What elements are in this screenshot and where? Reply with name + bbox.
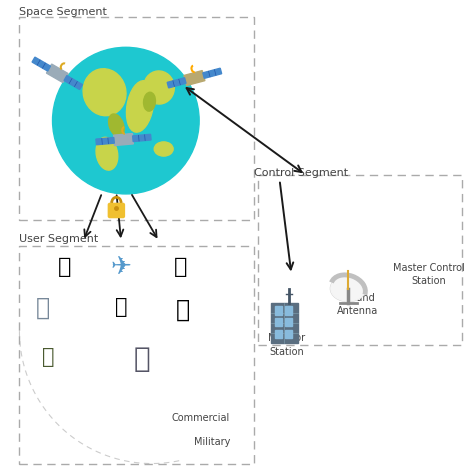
Text: 🚢: 🚢: [134, 345, 151, 374]
Bar: [258, 175, 462, 345]
Ellipse shape: [144, 92, 155, 111]
Text: Space Segment: Space Segment: [19, 7, 107, 17]
Circle shape: [53, 47, 199, 194]
Polygon shape: [46, 64, 68, 83]
Ellipse shape: [83, 69, 126, 116]
Ellipse shape: [144, 71, 174, 104]
Text: Monitor
Station: Monitor Station: [268, 333, 305, 357]
Bar: [275, 330, 282, 338]
Bar: [285, 330, 292, 338]
Text: ✈: ✈: [110, 255, 132, 279]
Ellipse shape: [330, 275, 366, 302]
Ellipse shape: [331, 276, 365, 301]
Polygon shape: [133, 134, 151, 141]
Text: 🚢: 🚢: [175, 298, 190, 322]
Text: 📱: 📱: [115, 298, 128, 317]
FancyBboxPatch shape: [109, 203, 125, 218]
Ellipse shape: [96, 137, 118, 170]
Ellipse shape: [109, 114, 124, 137]
Text: Military: Military: [193, 437, 230, 447]
Bar: [275, 306, 282, 315]
Polygon shape: [203, 68, 222, 79]
Polygon shape: [114, 133, 133, 146]
Text: Control Segment: Control Segment: [254, 168, 348, 178]
Text: 🚗: 🚗: [58, 257, 71, 277]
Text: Commercial: Commercial: [172, 413, 230, 423]
Polygon shape: [32, 57, 51, 71]
Bar: [285, 306, 292, 315]
Polygon shape: [64, 76, 82, 89]
Text: 🚆: 🚆: [173, 257, 187, 277]
Bar: [275, 318, 282, 326]
Bar: [19, 246, 254, 464]
Ellipse shape: [127, 81, 154, 132]
FancyBboxPatch shape: [271, 303, 298, 343]
Text: Ground
Antenna: Ground Antenna: [337, 293, 378, 316]
Bar: [285, 318, 292, 326]
Polygon shape: [184, 70, 205, 86]
Bar: [19, 17, 254, 220]
Text: 🪖: 🪖: [42, 347, 54, 367]
Text: 🛩: 🛩: [36, 296, 50, 319]
Polygon shape: [167, 78, 186, 88]
Text: Master Control
Station: Master Control Station: [392, 263, 465, 286]
Ellipse shape: [154, 142, 173, 156]
Polygon shape: [96, 138, 114, 145]
Text: User Segment: User Segment: [19, 234, 99, 244]
